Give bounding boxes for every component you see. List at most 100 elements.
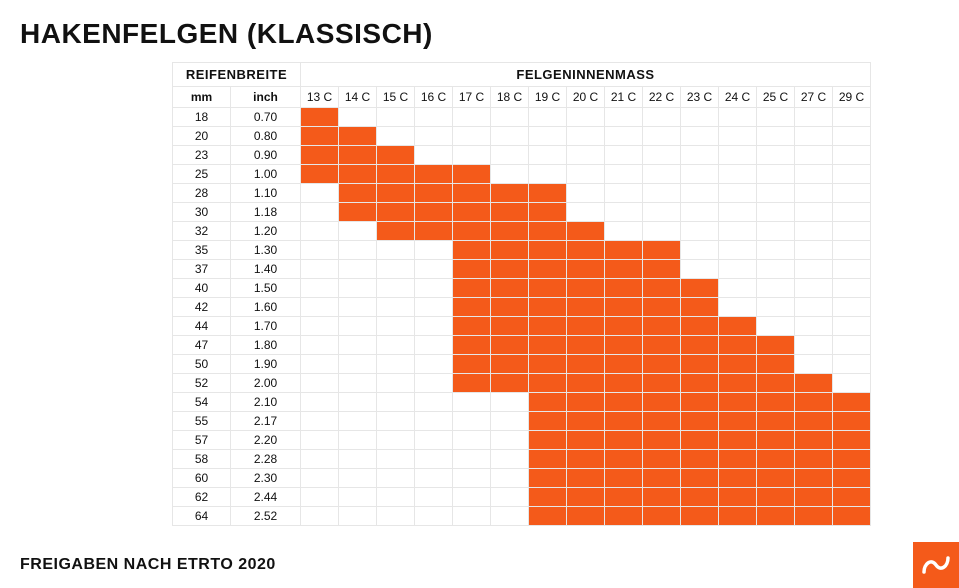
row-header-inch: 2.10 <box>231 393 301 412</box>
compat-cell-yes <box>833 431 871 450</box>
compat-cell-yes <box>643 469 681 488</box>
row-header-inch: 1.90 <box>231 355 301 374</box>
compat-cell-yes <box>605 317 643 336</box>
column-header: 20 C <box>567 87 605 108</box>
compat-cell-yes <box>453 279 491 298</box>
compat-cell-yes <box>795 374 833 393</box>
table-row: 200.80 <box>173 127 871 146</box>
compat-cell-no <box>719 203 757 222</box>
row-header-mm: 25 <box>173 165 231 184</box>
compat-cell-no <box>681 165 719 184</box>
compat-cell-yes <box>567 241 605 260</box>
compat-cell-no <box>833 374 871 393</box>
table-row: 622.44 <box>173 488 871 507</box>
compat-cell-no <box>681 184 719 203</box>
compat-cell-yes <box>491 241 529 260</box>
compat-cell-no <box>377 431 415 450</box>
column-header: 29 C <box>833 87 871 108</box>
compat-cell-no <box>833 298 871 317</box>
compat-cell-yes <box>567 298 605 317</box>
compat-cell-yes <box>567 393 605 412</box>
compat-cell-no <box>301 469 339 488</box>
row-header-mm: 57 <box>173 431 231 450</box>
table-row: 522.00 <box>173 374 871 393</box>
compat-cell-yes <box>681 279 719 298</box>
compat-cell-no <box>377 507 415 526</box>
compat-cell-no <box>795 203 833 222</box>
compat-cell-no <box>491 165 529 184</box>
compat-cell-no <box>377 260 415 279</box>
compat-cell-no <box>681 108 719 127</box>
compat-cell-no <box>377 241 415 260</box>
row-header-inch: 1.30 <box>231 241 301 260</box>
compat-cell-no <box>643 127 681 146</box>
compat-cell-yes <box>301 127 339 146</box>
compat-cell-yes <box>757 507 795 526</box>
compat-cell-yes <box>529 450 567 469</box>
compat-cell-no <box>415 355 453 374</box>
table-body: 180.70200.80230.90251.00281.10301.18321.… <box>173 108 871 526</box>
compat-cell-no <box>681 146 719 165</box>
table-row: 642.52 <box>173 507 871 526</box>
compat-cell-yes <box>719 488 757 507</box>
compat-cell-yes <box>529 317 567 336</box>
compat-cell-no <box>681 222 719 241</box>
compat-cell-yes <box>567 260 605 279</box>
compat-cell-yes <box>719 317 757 336</box>
compat-cell-no <box>529 127 567 146</box>
table-row: 351.30 <box>173 241 871 260</box>
compat-cell-no <box>339 507 377 526</box>
compat-cell-yes <box>643 374 681 393</box>
compat-cell-no <box>377 336 415 355</box>
table-row: 251.00 <box>173 165 871 184</box>
compat-cell-no <box>719 127 757 146</box>
compat-cell-no <box>415 450 453 469</box>
compat-cell-no <box>757 241 795 260</box>
compat-cell-no <box>453 146 491 165</box>
compat-cell-yes <box>453 222 491 241</box>
compat-cell-no <box>339 260 377 279</box>
compat-cell-no <box>301 241 339 260</box>
compat-cell-no <box>377 355 415 374</box>
compat-cell-yes <box>605 488 643 507</box>
compat-cell-no <box>491 507 529 526</box>
compat-cell-yes <box>795 450 833 469</box>
compat-cell-no <box>339 317 377 336</box>
compat-cell-yes <box>567 450 605 469</box>
compat-cell-yes <box>795 393 833 412</box>
compat-cell-yes <box>453 260 491 279</box>
compat-cell-no <box>301 260 339 279</box>
compat-cell-no <box>833 184 871 203</box>
compat-cell-no <box>567 108 605 127</box>
column-header: 18 C <box>491 87 529 108</box>
compatibility-table-wrap: REIFENBREITE FELGENINNENMASS mm inch 13 … <box>172 62 939 526</box>
compat-cell-no <box>339 279 377 298</box>
table-row: 582.28 <box>173 450 871 469</box>
compat-cell-yes <box>643 450 681 469</box>
compat-cell-yes <box>795 469 833 488</box>
compat-cell-yes <box>643 241 681 260</box>
brand-logo <box>913 542 959 588</box>
compat-cell-yes <box>719 412 757 431</box>
compat-cell-yes <box>529 279 567 298</box>
compat-cell-yes <box>605 393 643 412</box>
compat-cell-yes <box>757 336 795 355</box>
compat-cell-no <box>377 412 415 431</box>
compat-cell-yes <box>491 317 529 336</box>
compat-cell-yes <box>529 184 567 203</box>
compat-cell-no <box>833 165 871 184</box>
compat-cell-yes <box>339 184 377 203</box>
table-row: 281.10 <box>173 184 871 203</box>
compat-cell-yes <box>681 488 719 507</box>
compat-cell-no <box>719 279 757 298</box>
compat-cell-no <box>491 127 529 146</box>
row-header-mm: 23 <box>173 146 231 165</box>
table-head: REIFENBREITE FELGENINNENMASS mm inch 13 … <box>173 63 871 108</box>
compat-cell-no <box>605 108 643 127</box>
compat-cell-no <box>301 203 339 222</box>
compat-cell-no <box>415 431 453 450</box>
compat-cell-no <box>757 222 795 241</box>
compat-cell-no <box>377 279 415 298</box>
compat-cell-no <box>339 355 377 374</box>
column-header: 15 C <box>377 87 415 108</box>
